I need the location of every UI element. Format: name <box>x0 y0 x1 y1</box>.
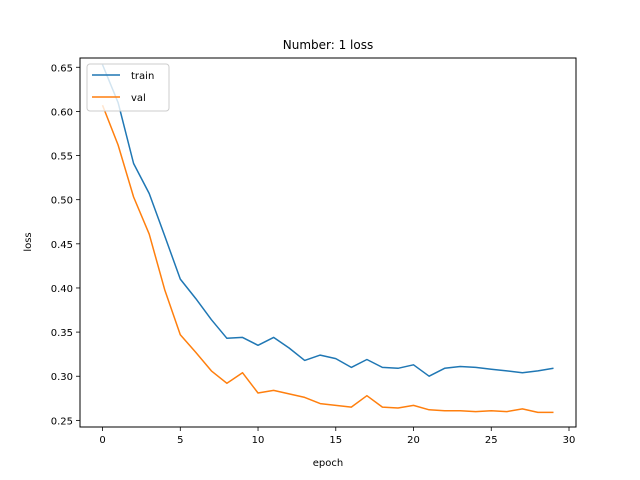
y-axis: 0.25 0.30 0.35 0.40 0.45 0.50 0.55 0.60 0.65 <box>51 63 80 427</box>
x-tick-label: 25 <box>485 435 498 446</box>
x-tick-label: 10 <box>252 435 265 446</box>
chart-title: Number: 1 loss <box>283 38 373 52</box>
x-tick-label: 0 <box>99 435 105 446</box>
y-tick-label: 0.60 <box>51 107 73 118</box>
y-tick-label: 0.30 <box>51 372 73 383</box>
y-tick-label: 0.55 <box>51 152 73 163</box>
legend-label-train: train <box>131 71 154 82</box>
y-tick-label: 0.40 <box>51 284 73 295</box>
y-tick-label: 0.65 <box>51 63 73 74</box>
legend: train val <box>86 63 170 112</box>
y-axis-label: loss <box>23 232 34 251</box>
y-tick-label: 0.35 <box>51 328 73 339</box>
y-tick-label: 0.50 <box>51 196 73 207</box>
legend-label-val: val <box>131 93 146 104</box>
y-tick-label: 0.25 <box>51 416 73 427</box>
y-tick-label: 0.45 <box>51 240 73 251</box>
legend-box <box>86 63 170 112</box>
x-tick-label: 20 <box>407 435 420 446</box>
series-lines <box>101 64 554 414</box>
x-tick-label: 30 <box>563 435 576 446</box>
series-line-train <box>101 64 554 377</box>
x-tick-label: 15 <box>329 435 342 446</box>
x-tick-label: 5 <box>177 435 183 446</box>
x-axis: 0 5 10 15 20 25 30 <box>99 427 575 446</box>
series-line-val <box>101 104 554 414</box>
plot-frame <box>79 57 577 428</box>
x-axis-label: epoch <box>313 458 343 469</box>
